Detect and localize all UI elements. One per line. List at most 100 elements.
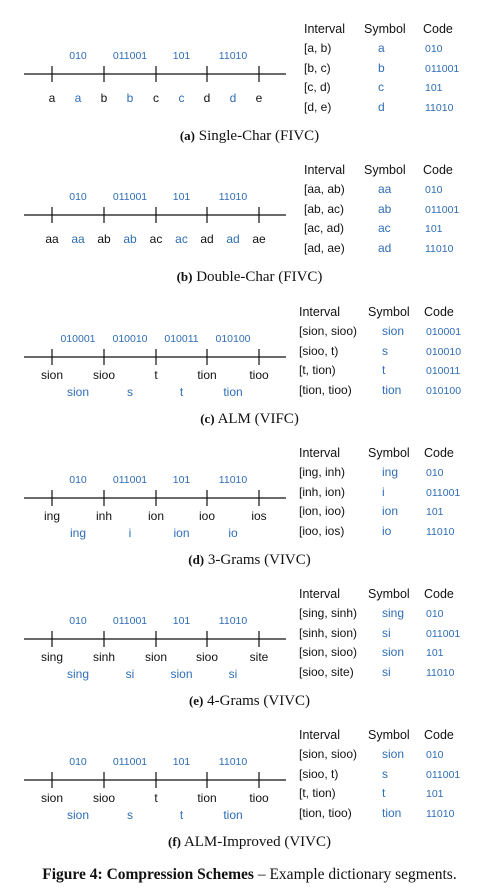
boundary-label: ad <box>200 232 213 246</box>
interval-cell: [ad, ae) <box>304 241 345 255</box>
interval-code: 010 <box>69 614 87 628</box>
symbol-cell: sion <box>382 747 404 761</box>
table-header: Symbol <box>368 728 410 742</box>
figure-title: Compression Schemes <box>107 866 254 883</box>
boundary-label: sinh <box>93 650 115 664</box>
interval-code: 010001 <box>60 332 95 346</box>
boundary-label: sioo <box>196 650 218 664</box>
code-cell: 010100 <box>426 384 461 398</box>
interval-code: 011001 <box>113 755 147 769</box>
panel-a: 010 011001 101 11010 a b c d e a b c d Interval Symbol… <box>0 0 499 141</box>
symbol-cell: tion <box>382 806 401 820</box>
interval-cell: [inh, ion) <box>299 485 345 499</box>
symbol-label: sion <box>67 385 89 399</box>
interval-cell: [ac, ad) <box>304 221 344 235</box>
interval-cell: [ioo, ios) <box>299 524 344 538</box>
interval-code: 010 <box>69 755 87 769</box>
boundary-label: ac <box>150 232 163 246</box>
boundary-label: b <box>101 91 108 105</box>
table-header: Code <box>424 587 454 601</box>
symbol-cell: a <box>378 41 385 55</box>
panel-b: 010 011001 101 11010 aa ab ac ad ae aa ab ac ad Inter… <box>0 141 499 282</box>
figure-description: – Example dictionary segments. <box>258 866 457 883</box>
interval-cell: [sing, sinh) <box>299 606 357 620</box>
code-cell: 11010 <box>425 242 453 256</box>
table-header: Symbol <box>368 587 410 601</box>
table-header: Code <box>424 305 454 319</box>
symbol-cell: ab <box>378 202 391 216</box>
interval-cell: [a, b) <box>304 41 331 55</box>
boundary-label: sion <box>41 791 63 805</box>
interval-cell: [tion, tioo) <box>299 383 352 397</box>
table-header: Code <box>424 446 454 460</box>
interval-cell: [sioo, t) <box>299 344 338 358</box>
code-cell: 010 <box>425 42 443 56</box>
code-cell: 010 <box>426 607 444 621</box>
symbol-cell: s <box>382 344 388 358</box>
interval-code: 011001 <box>113 473 147 487</box>
boundary-label: sioo <box>93 368 115 382</box>
interval-code: 011001 <box>113 190 147 204</box>
table-header: Code <box>423 22 453 36</box>
interval-code: 101 <box>173 755 191 769</box>
symbol-cell: aa <box>378 182 391 196</box>
symbol-cell: si <box>382 626 391 640</box>
interval-cell: [ion, ioo) <box>299 504 345 518</box>
boundary-label: tion <box>197 791 216 805</box>
panel-d: 010 011001 101 11010 ing inh ion ioo ios ing i ion i… <box>0 424 499 565</box>
symbol-label: c <box>179 91 185 105</box>
figure-caption: Figure 4: Compression Schemes – Example … <box>0 866 499 884</box>
interval-code: 11010 <box>219 614 247 628</box>
symbol-cell: d <box>378 100 385 114</box>
panel-caption: (f) ALM-Improved (VIVC) <box>0 834 499 851</box>
symbol-label: t <box>180 385 183 399</box>
table-header: Interval <box>299 587 340 601</box>
code-cell: 011001 <box>426 627 460 641</box>
symbol-cell: ad <box>378 241 391 255</box>
symbol-label: io <box>228 526 237 540</box>
panel-f: 010 011001 101 11010 sion sioo t tion tioo sion s t… <box>0 706 499 847</box>
symbol-label: a <box>75 91 82 105</box>
code-cell: 010001 <box>426 325 461 339</box>
code-cell: 11010 <box>426 666 454 680</box>
code-cell: 101 <box>426 787 444 801</box>
interval-code: 010 <box>69 190 87 204</box>
symbol-label: aa <box>71 232 84 246</box>
table-header: Interval <box>299 446 340 460</box>
code-cell: 010 <box>425 183 443 197</box>
code-cell: 010 <box>426 466 444 480</box>
symbol-label: sion <box>67 808 89 822</box>
symbol-cell: ion <box>382 504 398 518</box>
table-header: Symbol <box>364 163 406 177</box>
code-cell: 101 <box>426 646 444 660</box>
number-line <box>0 141 300 241</box>
interval-code: 11010 <box>219 473 247 487</box>
boundary-label: ioo <box>199 509 215 523</box>
interval-code: 11010 <box>219 190 247 204</box>
interval-cell: [sion, sioo) <box>299 645 357 659</box>
boundary-label: site <box>250 650 269 664</box>
interval-cell: [aa, ab) <box>304 182 345 196</box>
symbol-cell: c <box>378 80 384 94</box>
boundary-label: ing <box>44 509 60 523</box>
interval-code: 011001 <box>113 49 147 63</box>
symbol-label: si <box>229 667 238 681</box>
interval-cell: [sioo, t) <box>299 767 338 781</box>
number-line <box>0 0 300 100</box>
interval-cell: [t, tion) <box>299 786 336 800</box>
symbol-label: i <box>129 526 132 540</box>
symbol-cell: b <box>378 61 385 75</box>
interval-code: 11010 <box>219 755 247 769</box>
symbol-cell: io <box>382 524 391 538</box>
symbol-label: d <box>230 91 237 105</box>
symbol-label: ing <box>70 526 86 540</box>
table-header: Interval <box>304 163 345 177</box>
boundary-label: tioo <box>249 791 268 805</box>
code-cell: 11010 <box>426 525 454 539</box>
symbol-label: sion <box>170 667 192 681</box>
symbol-cell: ing <box>382 465 398 479</box>
symbol-label: ab <box>123 232 136 246</box>
interval-cell: [ing, inh) <box>299 465 345 479</box>
interval-cell: [t, tion) <box>299 363 336 377</box>
interval-code: 101 <box>173 473 191 487</box>
